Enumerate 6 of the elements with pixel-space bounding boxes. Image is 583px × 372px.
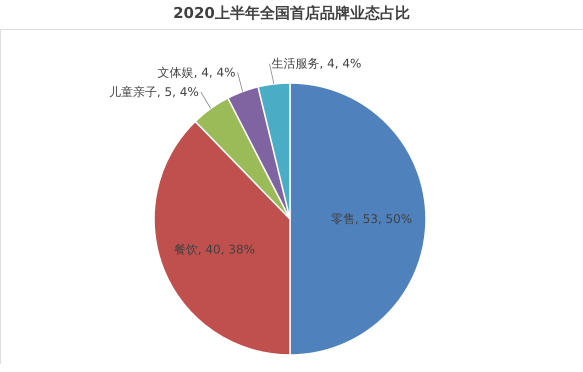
slice-label: 零售, 53, 50% — [331, 212, 412, 226]
slice-label: 文体娱, 4, 4% — [158, 65, 236, 80]
slice-label: 儿童亲子, 5, 4% — [108, 84, 199, 99]
slice-label: 餐饮, 40, 38% — [174, 242, 255, 257]
chart-title: 2020上半年全国首店品牌业态占比 — [173, 4, 410, 22]
slice-label: 生活服务, 4, 4% — [272, 56, 362, 71]
